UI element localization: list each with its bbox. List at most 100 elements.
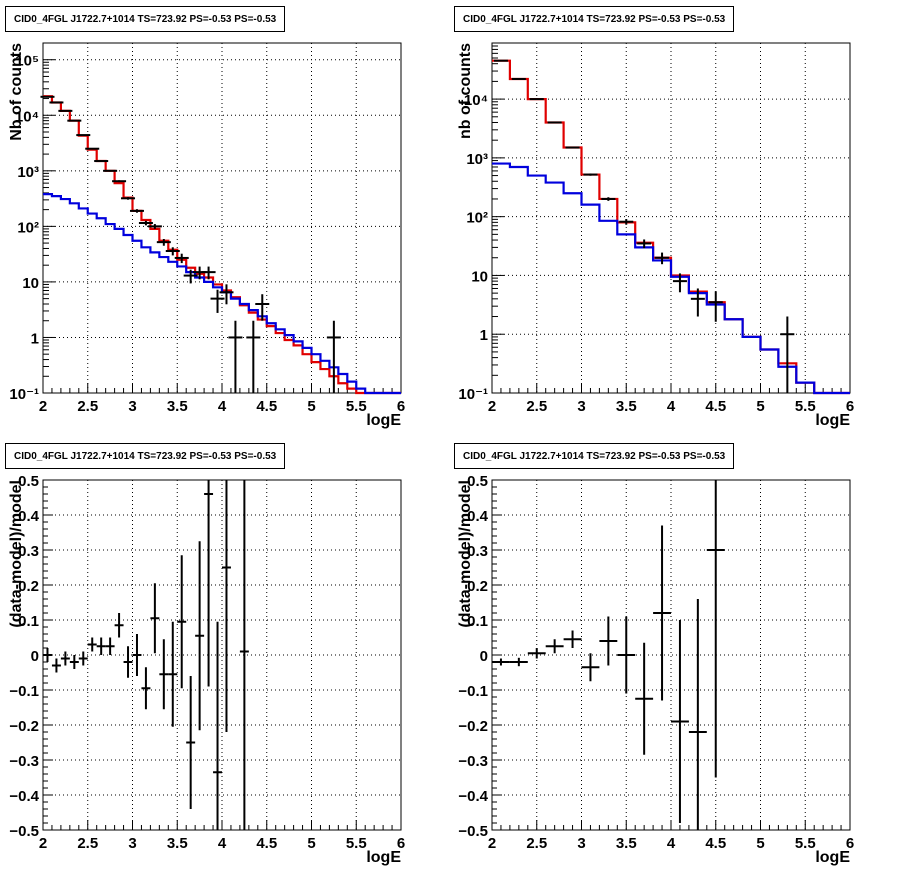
- x-tick-label: 2: [39, 398, 47, 415]
- data-point: [564, 631, 582, 649]
- data-point: [150, 583, 159, 653]
- x-tick-label: 5: [756, 835, 764, 852]
- data-point: [619, 219, 633, 225]
- data-point: [709, 291, 723, 321]
- data-point: [124, 646, 133, 678]
- data-point: [106, 638, 115, 656]
- x-tick-label: 4: [667, 835, 676, 852]
- data-point: [671, 620, 689, 823]
- y-tick-label: −0.3: [458, 753, 488, 770]
- y-tick-label: 0: [480, 648, 488, 665]
- x-tick-label: 3.5: [167, 835, 188, 852]
- y-axis-title: Nb of counts: [8, 43, 25, 141]
- data-point: [61, 652, 70, 666]
- data-point: [546, 639, 564, 653]
- data-point: [186, 676, 195, 809]
- y-tick-label: −0.3: [9, 753, 39, 770]
- data-point: [195, 541, 204, 730]
- y-tick-label: 10: [22, 275, 39, 292]
- x-tick-label: 3: [577, 835, 585, 852]
- x-tick-label: 5.5: [346, 398, 367, 415]
- x-tick-label: 3.5: [616, 835, 637, 852]
- y-tick-label: 10⁻¹: [458, 386, 488, 403]
- x-tick-label: 2.5: [526, 398, 547, 415]
- data-points: [43, 480, 249, 830]
- y-axis-title: (data-model)/model: [457, 480, 474, 628]
- x-axis-title: logE: [366, 412, 401, 429]
- y-tick-label: 0: [31, 648, 39, 665]
- data-point: [599, 617, 617, 666]
- data-point: [133, 634, 142, 676]
- x-tick-label: 2: [488, 398, 496, 415]
- data-point: [94, 160, 108, 161]
- x-tick-label: 3.5: [167, 398, 188, 415]
- data-points: [40, 97, 340, 393]
- data-point: [530, 99, 544, 100]
- data-point: [177, 555, 186, 688]
- data-point: [112, 180, 126, 182]
- x-tick-label: 5.5: [795, 398, 816, 415]
- data-point: [707, 480, 725, 778]
- y-tick-label: 10³: [466, 151, 488, 168]
- y-tick-label: −0.2: [9, 718, 39, 735]
- data-point: [168, 622, 177, 727]
- data-point: [213, 622, 222, 830]
- x-tick-label: 4.5: [705, 398, 726, 415]
- y-tick-label: −0.4: [9, 788, 39, 805]
- data-point: [52, 659, 61, 673]
- data-point: [43, 648, 52, 662]
- data-point: [67, 120, 81, 121]
- x-axis-title: logE: [815, 849, 850, 866]
- y-tick-label: 10²: [466, 210, 488, 227]
- data-point: [601, 197, 615, 201]
- data-point: [617, 617, 635, 694]
- x-tick-label: 5: [756, 398, 764, 415]
- data-point: [655, 253, 669, 265]
- y-tick-label: −0.4: [458, 788, 488, 805]
- x-tick-label: 3: [128, 835, 136, 852]
- data-point: [780, 317, 794, 393]
- x-tick-label: 2.5: [526, 835, 547, 852]
- data-point: [583, 173, 597, 175]
- data-point: [492, 659, 510, 666]
- x-tick-label: 3.5: [616, 398, 637, 415]
- model-total-line: [43, 96, 401, 393]
- chart-title: CID0_4FGL J1722.7+1014 TS=723.92 PS=-0.5…: [5, 6, 285, 32]
- y-tick-label: 10⁻¹: [9, 386, 39, 403]
- x-tick-label: 3: [128, 398, 136, 415]
- x-tick-label: 2: [488, 835, 496, 852]
- y-tick-label: 10: [471, 268, 488, 285]
- data-points: [494, 61, 794, 393]
- y-tick-label: 10²: [17, 219, 39, 236]
- y-tick-label: −0.1: [9, 683, 39, 700]
- y-axis-title: (data-model)/model: [8, 480, 25, 628]
- data-point: [222, 480, 231, 732]
- y-tick-label: 1: [480, 327, 488, 344]
- chart-title: CID0_4FGL J1722.7+1014 TS=723.92 PS=-0.5…: [454, 6, 734, 32]
- x-tick-label: 4.5: [256, 398, 277, 415]
- model-background-line: [492, 164, 850, 393]
- data-point: [103, 170, 117, 172]
- data-point: [528, 648, 546, 659]
- x-tick-label: 2.5: [77, 398, 98, 415]
- x-axis-title: logE: [815, 412, 850, 429]
- chart-title: CID0_4FGL J1722.7+1014 TS=723.92 PS=-0.5…: [454, 443, 734, 469]
- x-tick-label: 2: [39, 835, 47, 852]
- x-tick-label: 4: [218, 398, 227, 415]
- x-tick-label: 5: [307, 835, 315, 852]
- data-point: [204, 480, 213, 687]
- data-point: [85, 148, 99, 149]
- data-point: [653, 526, 671, 701]
- x-tick-label: 3: [577, 398, 585, 415]
- data-point: [70, 655, 79, 669]
- x-tick-label: 4.5: [256, 835, 277, 852]
- data-point: [228, 321, 242, 393]
- data-point: [88, 638, 97, 652]
- x-tick-label: 5.5: [795, 835, 816, 852]
- y-tick-label: −0.1: [458, 683, 488, 700]
